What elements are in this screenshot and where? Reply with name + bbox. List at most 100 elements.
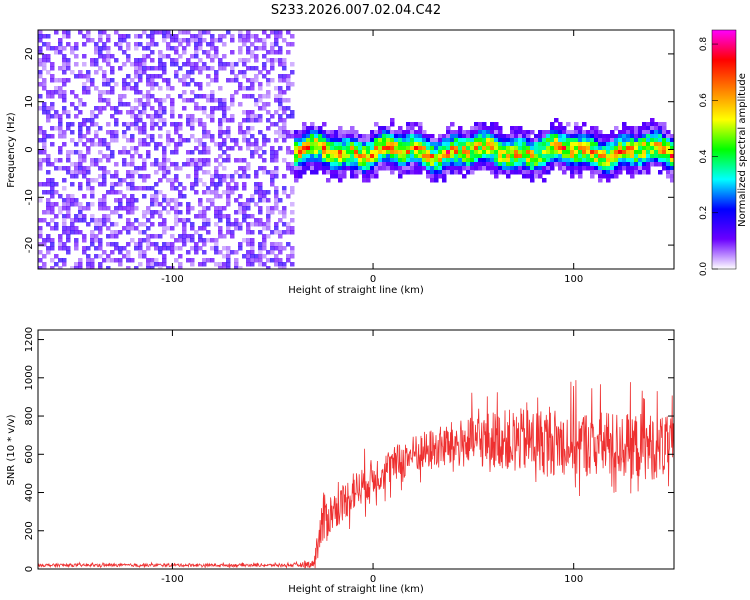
heatmap-cell [566, 142, 571, 147]
heatmap-cell [278, 86, 283, 91]
heatmap-cell [190, 34, 195, 39]
heatmap-cell [74, 238, 79, 243]
heatmap-cell [194, 182, 199, 187]
heatmap-cell [562, 134, 567, 139]
heatmap-cell [218, 214, 223, 219]
heatmap-cell [598, 150, 603, 155]
heatmap-cell [58, 90, 63, 95]
heatmap-cell [442, 166, 447, 171]
heatmap-cell [130, 106, 135, 111]
heatmap-cell [210, 106, 215, 111]
heatmap-cell [378, 150, 383, 155]
heatmap-cell [202, 94, 207, 99]
heatmap-cell [630, 146, 635, 151]
heatmap-cell [554, 138, 559, 143]
heatmap-cell [278, 126, 283, 131]
heatmap-cell [70, 162, 75, 167]
heatmap-cell [570, 146, 575, 151]
heatmap-cell [290, 202, 295, 207]
heatmap-cell [42, 182, 47, 187]
heatmap-cell [66, 198, 71, 203]
heatmap-cell [218, 62, 223, 67]
heatmap-cell [542, 154, 547, 159]
heatmap-cell [594, 158, 599, 163]
heatmap-cell [266, 90, 271, 95]
heatmap-cell [654, 162, 659, 167]
heatmap-cell [130, 86, 135, 91]
heatmap-cell [254, 54, 259, 59]
heatmap-cell [78, 258, 83, 263]
heatmap-cell [366, 154, 371, 159]
heatmap-cell [278, 246, 283, 251]
heatmap-cell [214, 74, 219, 79]
heatmap-cell [506, 170, 511, 175]
heatmap-cell [126, 198, 131, 203]
y-tick-label: 200 [24, 521, 35, 540]
heatmap-cell [346, 154, 351, 159]
heatmap-cell [486, 150, 491, 155]
heatmap-cell [214, 262, 219, 267]
heatmap-cell [266, 266, 271, 269]
heatmap-cell [214, 214, 219, 219]
heatmap-cell [182, 186, 187, 191]
heatmap-cell [110, 134, 115, 139]
heatmap-cell [210, 110, 215, 115]
heatmap-cell [498, 130, 503, 135]
heatmap-cell [142, 138, 147, 143]
heatmap-cell [102, 78, 107, 83]
heatmap-cell [286, 166, 291, 171]
heatmap-cell [238, 226, 243, 231]
heatmap-cell [426, 138, 431, 143]
heatmap-cell [94, 142, 99, 147]
heatmap-cell [54, 182, 59, 187]
heatmap-cell [214, 46, 219, 51]
heatmap-cell [218, 262, 223, 267]
heatmap-cell [270, 170, 275, 175]
heatmap-cell [350, 138, 355, 143]
heatmap-cell [214, 38, 219, 43]
heatmap-cell [298, 138, 303, 143]
heatmap-cell [398, 162, 403, 167]
heatmap-cell [98, 150, 103, 155]
heatmap-cell [238, 82, 243, 87]
heatmap-cell [438, 170, 443, 175]
heatmap-cell [282, 190, 287, 195]
heatmap-cell [606, 166, 611, 171]
heatmap-cell [262, 38, 267, 43]
heatmap-cell [282, 110, 287, 115]
heatmap-cell [566, 158, 571, 163]
heatmap-cell [514, 146, 519, 151]
heatmap-cell [478, 122, 483, 127]
heatmap-cell [270, 42, 275, 47]
heatmap-cell [258, 182, 263, 187]
heatmap-cell [338, 154, 343, 159]
heatmap-cell [474, 162, 479, 167]
heatmap-cell [346, 142, 351, 147]
heatmap-cell [470, 150, 475, 155]
heatmap-cell [566, 130, 571, 135]
heatmap-cell [182, 38, 187, 43]
heatmap-cell [238, 46, 243, 51]
heatmap-cell [150, 262, 155, 267]
heatmap-cell [62, 30, 67, 35]
heatmap-cell [226, 198, 231, 203]
heatmap-cell [274, 262, 279, 267]
heatmap-cell [578, 134, 583, 139]
heatmap-cell [82, 142, 87, 147]
heatmap-cell [266, 126, 271, 131]
heatmap-cell [574, 150, 579, 155]
heatmap-cell [562, 150, 567, 155]
heatmap-cell [338, 138, 343, 143]
heatmap-cell [574, 170, 579, 175]
heatmap-cell [250, 246, 255, 251]
heatmap-cell [50, 238, 55, 243]
heatmap-cell [670, 174, 674, 179]
heatmap-cell [98, 242, 103, 247]
heatmap-cell [242, 186, 247, 191]
heatmap-cell [342, 162, 347, 167]
heatmap-cell [98, 266, 103, 269]
heatmap-cell [90, 186, 95, 191]
heatmap-cell [42, 54, 47, 59]
heatmap-cell [50, 178, 55, 183]
heatmap-cell [286, 134, 291, 139]
